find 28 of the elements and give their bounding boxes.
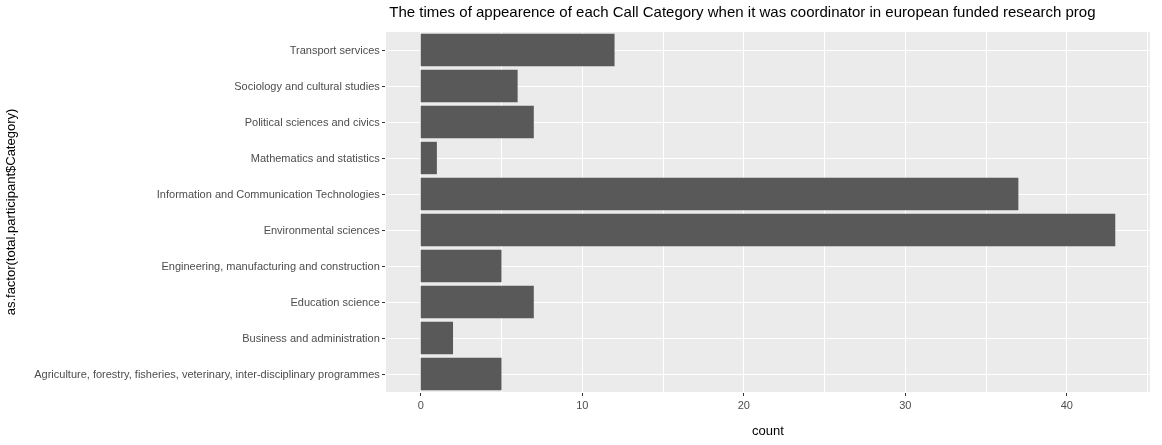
y-axis-title: as.factor(total.participant$Category) xyxy=(3,108,19,316)
bar xyxy=(420,249,502,283)
chart-title: The times of appearence of each Call Category when it was coordinator in european funded research prog xyxy=(389,3,1096,21)
x-tick-label: 0 xyxy=(417,399,424,412)
x-tick-label: 40 xyxy=(1060,399,1073,412)
y-tick-label: Information and Communication Technologies xyxy=(156,187,381,200)
bar xyxy=(420,177,1019,211)
x-axis-title: count xyxy=(752,422,785,438)
y-tick-label: Business and administration xyxy=(242,331,380,344)
y-tick-label: Agriculture, forestry, fisheries, veterinary, inter-disciplinary programmes xyxy=(34,367,381,380)
x-tick-label: 10 xyxy=(576,399,589,412)
x-tick-label: 20 xyxy=(737,399,750,412)
x-tick-label: 30 xyxy=(899,399,912,412)
bar xyxy=(420,321,454,355)
bar xyxy=(420,69,518,103)
y-tick-label: Transport services xyxy=(289,43,381,56)
bar xyxy=(420,105,534,139)
y-tick-label: Environmental sciences xyxy=(263,223,381,236)
bar xyxy=(420,285,534,319)
bar xyxy=(420,33,615,67)
bar xyxy=(420,213,1116,247)
y-tick-label: Mathematics and statistics xyxy=(250,151,381,164)
y-tick-label: Sociology and cultural studies xyxy=(234,79,381,92)
y-tick-label: Political sciences and civics xyxy=(244,115,381,128)
bar xyxy=(420,357,502,391)
y-tick-label: Education science xyxy=(290,295,380,308)
y-tick-label: Engineering, manufacturing and construction xyxy=(161,259,380,272)
bar xyxy=(420,141,437,175)
